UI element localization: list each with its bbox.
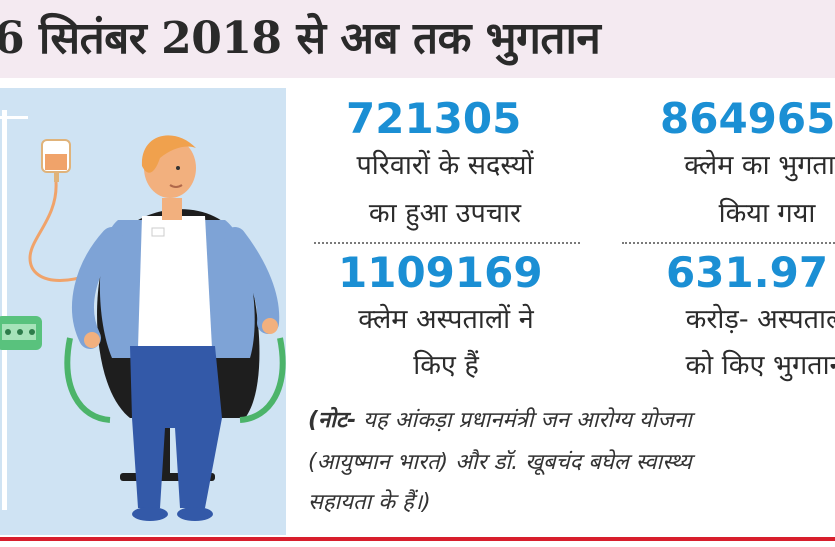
stat-value-crore-paid: 631.97 — [666, 248, 829, 297]
bottom-accent-rule — [0, 537, 835, 541]
page-title: 6 सितंबर 2018 से अब तक भुगतान — [0, 13, 601, 64]
patient-illustration — [0, 88, 286, 535]
patient-on-iv-drip-illustration — [0, 110, 286, 521]
note-prefix: (नोट- — [308, 408, 357, 433]
divider-dotted-left — [314, 242, 580, 244]
stat-value-hospital-claims: 1109169 — [338, 248, 543, 297]
header-band: 6 सितंबर 2018 से अब तक भुगतान — [0, 0, 835, 78]
stat-label-crore-paid-line1: करोड़- अस्पताल — [685, 304, 835, 335]
note-line1: (नोट- यह आंकड़ा प्रधानमंत्री जन आरोग्य य… — [308, 410, 692, 432]
stat-label-treated-members-line2: का हुआ उपचार — [368, 198, 522, 229]
stat-value-treated-members: 721305 — [346, 94, 522, 143]
stat-label-claims-paid-line1: क्लेम का भुगतान — [684, 150, 835, 181]
stat-label-hospital-claims-line1: क्लेम अस्पतालों ने — [358, 304, 534, 335]
stat-label-claims-paid-line2: किया गया — [718, 198, 816, 229]
note-line1-text: यह आंकड़ा प्रधानमंत्री जन आरोग्य योजना — [356, 408, 692, 433]
note-line2: (आयुष्मान भारत) और डॉ. खूबचंद बघेल स्वास… — [308, 450, 692, 475]
divider-dotted-right — [622, 242, 835, 244]
stat-label-treated-members-line1: परिवारों के सदस्यों — [356, 150, 534, 181]
stat-label-crore-paid-line2: को किए भुगतान — [685, 350, 835, 381]
stat-value-claims-paid: 864965 — [660, 94, 835, 143]
note-line3: सहायता के हैं।) — [308, 490, 431, 515]
stat-label-hospital-claims-line2: किए हैं — [413, 350, 479, 381]
